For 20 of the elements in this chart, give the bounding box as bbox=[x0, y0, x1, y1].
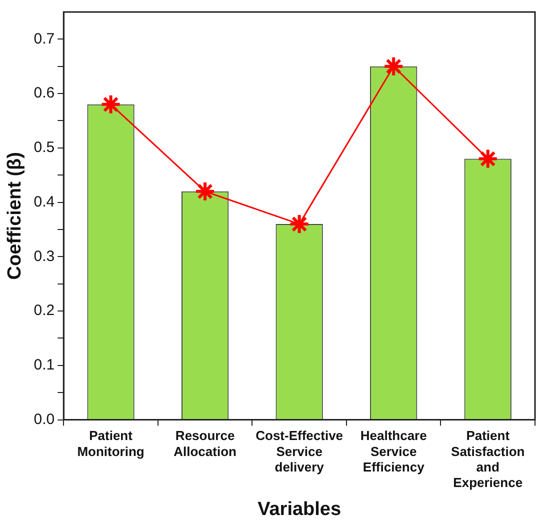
point bbox=[194, 180, 216, 202]
point bbox=[477, 148, 498, 170]
x-tick-label: Cost-Effective Service delivery bbox=[256, 428, 344, 474]
y-tick-label: 0.1 bbox=[34, 356, 55, 374]
x-tick-label: Resource Allocation bbox=[174, 428, 237, 459]
y-tick-label: 0.6 bbox=[34, 84, 55, 102]
point bbox=[383, 56, 404, 77]
y-tick-label: 0.5 bbox=[34, 139, 55, 156]
point bbox=[288, 214, 310, 235]
x-axis-title: Variables bbox=[258, 498, 342, 520]
point bbox=[100, 94, 122, 115]
x-tick-label: Patient Satisfaction and Experience bbox=[451, 428, 525, 490]
y-tick-label: 0.7 bbox=[34, 30, 55, 48]
y-tick-label: 0.2 bbox=[34, 302, 55, 320]
x-tick-label: Healthcare Service Efficiency bbox=[360, 428, 427, 474]
y-axis-title: Coefficient (β) bbox=[4, 152, 26, 280]
y-tick-label: 0.0 bbox=[34, 410, 55, 428]
y-tick-label: 0.4 bbox=[34, 193, 55, 210]
y-tick-label: 0.3 bbox=[34, 248, 55, 265]
x-tick-label: Patient Monitoring bbox=[77, 428, 144, 459]
